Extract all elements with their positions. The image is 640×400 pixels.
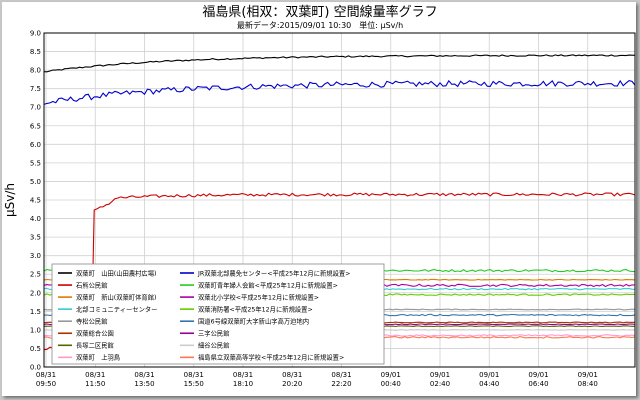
x-tick-date: 08/31	[331, 371, 351, 379]
x-tick-date: 08/31	[233, 371, 253, 379]
x-tick-date: 08/31	[184, 371, 204, 379]
x-tick-date: 08/31	[36, 371, 56, 379]
legend-box	[51, 263, 385, 365]
x-tick-time: 22:20	[331, 380, 351, 388]
x-tick-date: 09/01	[381, 371, 401, 379]
x-tick-date: 09/01	[528, 371, 548, 379]
chart-frame: 福島県(相双：双葉町) 空間線量率グラフ 最新データ:2015/09/01 10…	[2, 2, 636, 396]
y-tick-label: 1.5	[30, 308, 41, 316]
y-tick-label: 5.5	[30, 159, 41, 167]
chart-title: 福島県(相双：双葉町) 空間線量率グラフ	[202, 4, 437, 20]
series-line	[43, 54, 636, 73]
x-tick-time: 09:50	[36, 380, 56, 388]
y-axis-label: μSv/h	[3, 183, 17, 217]
legend-label: 双葉町青年婦人会館<平成25年12月に新規設置>	[198, 280, 338, 289]
y-tick-label: 1.0	[30, 326, 41, 334]
y-tick-label: 7.0	[30, 104, 41, 112]
legend-label: 双葉総合公園	[76, 329, 114, 338]
x-tick-date: 09/01	[430, 371, 450, 379]
y-tick-label: 4.0	[30, 215, 41, 223]
y-tick-label: 0.5	[30, 345, 41, 353]
y-tick-label: 5.0	[30, 178, 41, 186]
chart-subtitle: 最新データ:2015/09/01 10:30 単位: μSv/h	[237, 20, 403, 30]
legend-label: 北部コミュニティーセンター	[76, 304, 157, 313]
y-tick-label: 6.0	[30, 141, 41, 149]
x-tick-time: 20:20	[282, 380, 302, 388]
legend-label: 国道6号線双葉町大字新山字高万迫地内	[198, 316, 309, 325]
legend-label: 細谷公民館	[198, 341, 229, 350]
y-tick-label: 7.5	[30, 85, 41, 93]
legend-label: 福島県立双葉高等学校<平成25年12月に新規設置>	[198, 353, 344, 362]
x-tick-date: 08/31	[85, 371, 105, 379]
x-tick-date: 09/01	[578, 371, 598, 379]
x-tick-date: 08/31	[282, 371, 302, 379]
legend-label: 双葉町 山田(山田農村広場)	[76, 268, 156, 277]
radiation-dose-chart: 福島県(相双：双葉町) 空間線量率グラフ 最新データ:2015/09/01 10…	[3, 4, 636, 388]
y-tick-label: 3.0	[30, 252, 41, 260]
y-tick-label: 3.5	[30, 234, 41, 242]
x-tick-time: 06:40	[528, 380, 548, 388]
x-tick-date: 08/31	[134, 371, 154, 379]
plot-border	[43, 32, 636, 368]
x-tick-date: 09/01	[479, 371, 499, 379]
y-tick-label: 8.5	[30, 48, 41, 56]
y-tick-label: 6.5	[30, 122, 41, 130]
legend-label: 双葉消防署<平成25年12月に新規設置>	[198, 304, 313, 313]
x-tick-time: 00:40	[381, 380, 401, 388]
y-tick-label: 8.0	[30, 67, 41, 75]
legend-label: 双葉北小学校<平成25年12月に新規設置>	[198, 292, 319, 301]
x-tick-time: 11:50	[85, 380, 105, 388]
x-tick-time: 15:50	[184, 380, 204, 388]
legend-label: 双葉町 上羽鳥	[76, 353, 120, 362]
y-tick-label: 9.0	[30, 30, 41, 38]
y-tick-label: 2.0	[30, 289, 41, 297]
legend-label: 寺松公民館	[76, 316, 107, 325]
x-tick-time: 08:40	[578, 380, 598, 388]
y-tick-label: 0.0	[30, 364, 41, 372]
x-tick-time: 04:40	[479, 380, 499, 388]
y-tick-label: 4.5	[30, 197, 41, 205]
legend-label: 三字公民館	[198, 329, 229, 338]
series-line	[43, 192, 636, 351]
legend-label: JR双葉北部農免センター<平成25年12月に新規設置>	[197, 268, 350, 277]
series-line	[43, 79, 636, 105]
legend-label: 石熊公民館	[76, 280, 107, 289]
x-tick-time: 18:10	[233, 380, 253, 388]
y-tick-label: 2.5	[30, 271, 41, 279]
x-tick-time: 02:40	[430, 380, 450, 388]
x-tick-time: 13:50	[134, 380, 154, 388]
legend-label: 双葉町 新山(双葉町体育館)	[76, 292, 156, 301]
legend-label: 長塚二区民館	[76, 341, 114, 350]
